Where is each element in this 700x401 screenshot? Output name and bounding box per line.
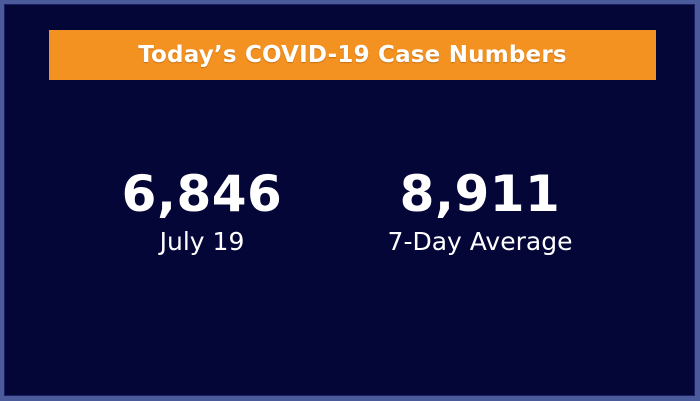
- stat-label: July 19: [159, 227, 245, 256]
- banner-title: Today’s COVID-19 Case Numbers: [138, 42, 567, 68]
- stat-value: 8,911: [399, 165, 561, 223]
- stat-value: 6,846: [121, 165, 283, 223]
- slide: Today’s COVID-19 Case Numbers 6,846 July…: [4, 4, 695, 396]
- stat-daily-cases: 6,846 July 19: [102, 165, 302, 257]
- stat-seven-day-average: 8,911 7-Day Average: [360, 165, 600, 257]
- stat-label: 7-Day Average: [387, 227, 573, 256]
- title-banner: Today’s COVID-19 Case Numbers: [49, 30, 656, 80]
